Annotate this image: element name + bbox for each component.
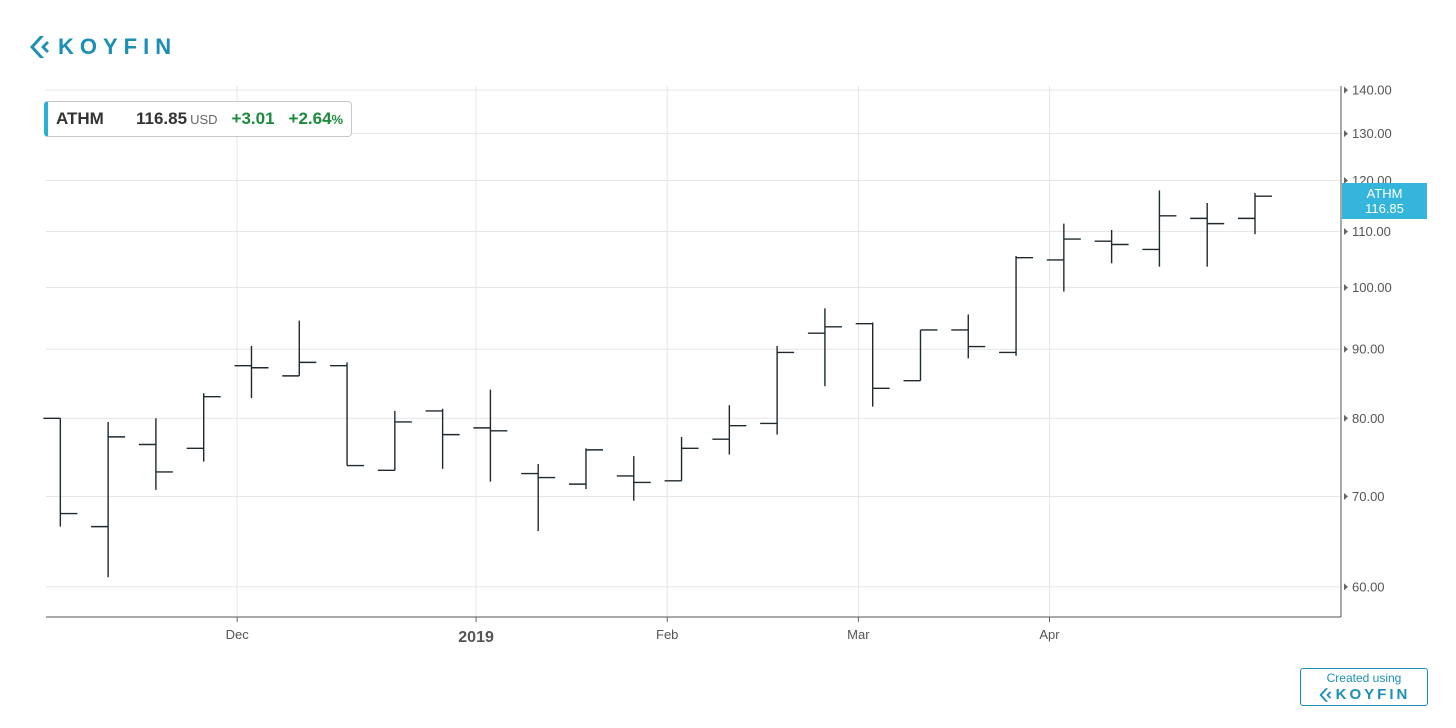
grid-lines [46, 86, 1341, 617]
quote-change-pct-value: +2.64 [288, 109, 332, 128]
price-tag-symbol: ATHM [1366, 186, 1403, 201]
ohlc-bar[interactable] [807, 308, 842, 387]
x-tick-label: Feb [656, 627, 678, 642]
ohlc-bar[interactable] [330, 362, 365, 467]
y-tick-label: 140.00 [1352, 83, 1392, 98]
x-tick-label: Apr [1039, 627, 1060, 642]
y-tick-label: 100.00 [1352, 280, 1392, 295]
ohlc-bar[interactable] [999, 256, 1034, 356]
y-tick-marker [1344, 228, 1348, 236]
x-tick-label: 2019 [458, 629, 494, 646]
ohlc-bar[interactable] [903, 329, 938, 382]
ohlc-bar[interactable] [425, 408, 460, 469]
y-tick-marker [1344, 345, 1348, 353]
axes: 60.0070.0080.0090.00100.00110.00120.0013… [46, 83, 1392, 646]
y-tick-label: 70.00 [1352, 489, 1385, 504]
ohlc-bar[interactable] [377, 410, 412, 472]
brand-name: KOYFIN [58, 34, 178, 59]
y-tick-label: 60.00 [1352, 579, 1385, 594]
quote-summary[interactable]: ATHM 116.85 USD +3.01 +2.64% [44, 101, 352, 137]
ohlc-bar[interactable] [234, 345, 269, 399]
footer-brand: KOYFIN [1335, 686, 1411, 703]
y-tick-marker [1344, 414, 1348, 422]
y-tick-marker [1344, 283, 1348, 291]
koyfin-chevron-icon [1319, 687, 1331, 702]
created-using-label: Created using [1326, 671, 1402, 685]
y-tick-label: 80.00 [1352, 411, 1385, 426]
y-tick-marker [1344, 86, 1348, 94]
ohlc-bars [43, 190, 1272, 578]
ohlc-bar[interactable] [664, 436, 699, 482]
ohlc-bar[interactable] [186, 393, 221, 462]
last-price-tag: ATHM 116.85 [1342, 183, 1427, 219]
y-tick-label: 130.00 [1352, 126, 1392, 141]
y-tick-marker [1344, 583, 1348, 591]
x-tick-label: Mar [847, 627, 870, 642]
ohlc-bar[interactable] [951, 314, 986, 359]
price-tag-value: 116.85 [1365, 201, 1404, 216]
x-tick-label: Dec [226, 627, 250, 642]
quote-change-pct: +2.64% [289, 109, 344, 129]
ohlc-bar[interactable] [568, 448, 603, 490]
ohlc-bar[interactable] [855, 322, 890, 407]
ohlc-bar[interactable] [760, 345, 795, 435]
ohlc-bar[interactable] [282, 320, 317, 377]
ohlc-bar[interactable] [712, 405, 747, 455]
quote-change: +3.01 [231, 109, 275, 128]
quote-change-pct-sign: % [331, 112, 344, 127]
ohlc-bar[interactable] [1094, 229, 1129, 264]
ohlc-bar[interactable] [138, 418, 173, 490]
y-tick-marker [1344, 493, 1348, 501]
ohlc-bar[interactable] [91, 421, 126, 578]
quote-currency: USD [190, 111, 218, 127]
ohlc-bar[interactable] [1190, 202, 1225, 267]
ohlc-bar[interactable] [1142, 190, 1177, 267]
y-tick-marker [1344, 130, 1348, 138]
ohlc-bar[interactable] [1046, 223, 1081, 292]
ohlc-bar[interactable] [43, 417, 78, 527]
ohlc-bar[interactable] [521, 463, 556, 532]
created-using-badge[interactable]: Created using KOYFIN [1300, 668, 1428, 706]
quote-symbol: ATHM [56, 109, 104, 128]
ohlc-bar[interactable] [616, 456, 651, 501]
y-tick-marker [1344, 177, 1348, 185]
koyfin-chevron-icon [30, 36, 49, 58]
y-tick-label: 90.00 [1352, 342, 1385, 357]
quote-price: 116.85 [136, 109, 188, 128]
y-tick-label: 110.00 [1352, 224, 1391, 239]
koyfin-logo: KOYFIN [28, 34, 177, 60]
ohlc-bar[interactable] [473, 389, 508, 482]
ohlc-bar[interactable] [1237, 192, 1272, 235]
